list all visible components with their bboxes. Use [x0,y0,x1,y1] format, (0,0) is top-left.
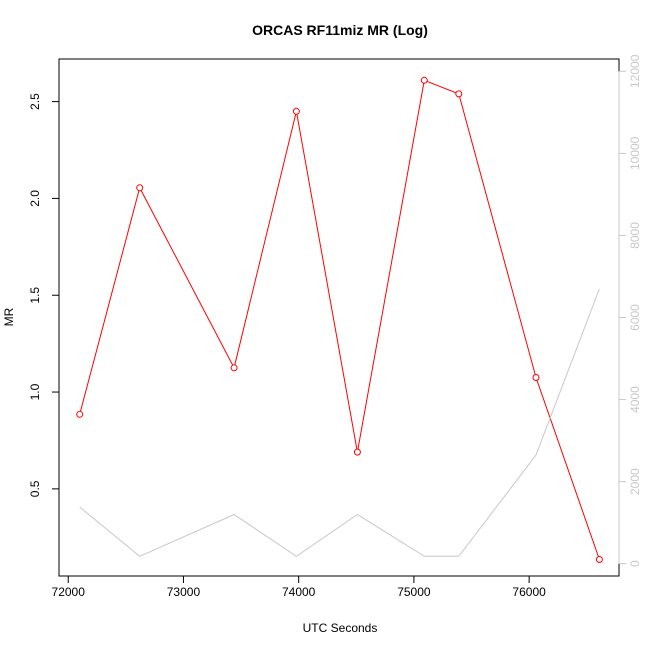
chart-title: ORCAS RF11miz MR (Log) [252,22,428,38]
x-tick-label: 73000 [167,585,201,599]
data-point [455,90,463,98]
x-axis: 72000 73000 74000 75000 76000 [52,575,546,599]
series-layer [76,76,603,563]
data-point [292,107,300,115]
y-right-tick-label: 0 [628,560,642,567]
y-left-tick-label: 0.5 [28,480,42,497]
data-point [230,364,238,372]
y-right-tick-label: 4000 [628,386,642,413]
y-right-tick-label: 10000 [628,136,642,170]
y-left-tick-label: 1.0 [28,383,42,400]
data-point [420,76,428,84]
data-point [76,410,84,418]
y-right-tick-label: 12000 [628,54,642,88]
x-tick-label: 76000 [512,585,546,599]
y-right-tick-label: 2000 [628,468,642,495]
y-left-tick-label: 2.0 [28,190,42,207]
series-line-left [79,79,600,560]
data-point [532,374,540,381]
x-axis-label: UTC Seconds [303,621,378,635]
x-tick-label: 72000 [52,585,86,599]
data-point [353,448,361,456]
y-left-tick-label: 1.5 [28,287,42,304]
y-axis-right: 0 2000 4000 6000 8000 10000 12000 [618,54,642,567]
data-point [595,556,603,563]
y-right-tick-label: 8000 [628,222,642,249]
series-line-right [79,288,600,557]
y-right-tick-label: 6000 [628,304,642,331]
plot-frame [58,58,620,577]
x-tick-label: 75000 [397,585,431,599]
data-point [136,184,144,192]
y-axis-left: 0.5 1.0 1.5 2.0 2.5 [28,93,60,497]
y-axis-label: MR [2,307,16,326]
y-left-tick-label: 2.5 [28,93,42,110]
x-tick-label: 74000 [282,585,316,599]
